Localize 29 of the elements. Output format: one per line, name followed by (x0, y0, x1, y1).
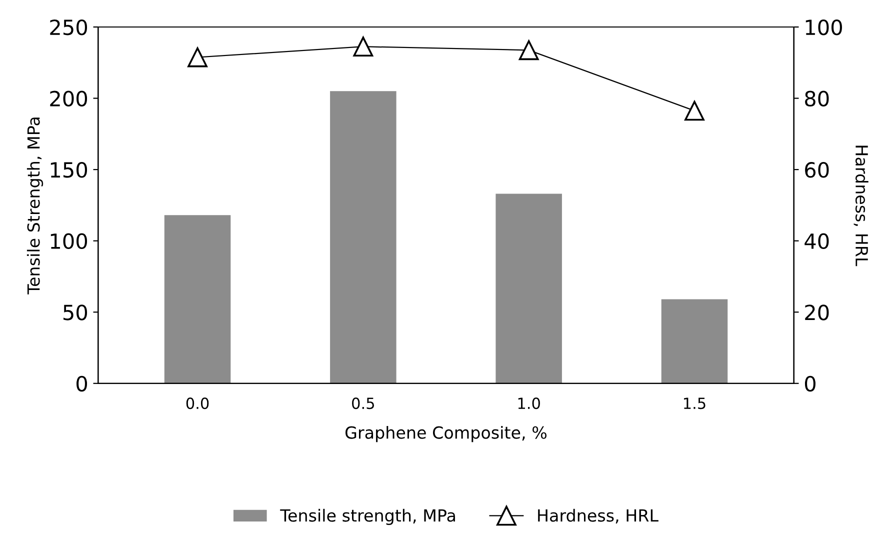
point (353, 36, 374, 57)
bar (330, 91, 396, 384)
y-tick-label: 0 (76, 376, 88, 392)
y2-tick-label: 100 (806, 19, 842, 36)
y-tick-label: 250 (50, 19, 88, 36)
x-tick-label: 1.5 (684, 398, 706, 410)
y-axis-title: Tensile Strength, MPa (26, 118, 44, 294)
x-axis-title: Graphene Composite, % (346, 426, 547, 442)
y2-tick-label: 40 (804, 233, 829, 250)
point (518, 40, 539, 60)
point (188, 47, 208, 68)
x-tick-label: 0.0 (186, 398, 209, 410)
y2-axis-title: Hardness, HRL (854, 146, 868, 266)
bar (496, 194, 562, 384)
x-tick-label: 0.5 (352, 398, 374, 410)
bar (164, 215, 231, 384)
bar (661, 299, 728, 384)
x-tick-label: 1.0 (518, 398, 540, 410)
y2-tick-label: 60 (805, 162, 829, 178)
y-tick-label: 150 (50, 162, 88, 178)
y-tick-label: 100 (50, 233, 88, 250)
y-tick-label: 50 (63, 304, 88, 320)
y2-tick-label: 20 (805, 304, 829, 320)
legend-label: Tensile strength, MPa (280, 508, 455, 525)
y2-tick-label: 0 (804, 376, 816, 392)
y2-tick-label: 80 (805, 90, 829, 106)
point (684, 100, 704, 121)
y-tick-label: 200 (50, 90, 88, 106)
legend-label: Hardness, HRL (538, 508, 658, 524)
